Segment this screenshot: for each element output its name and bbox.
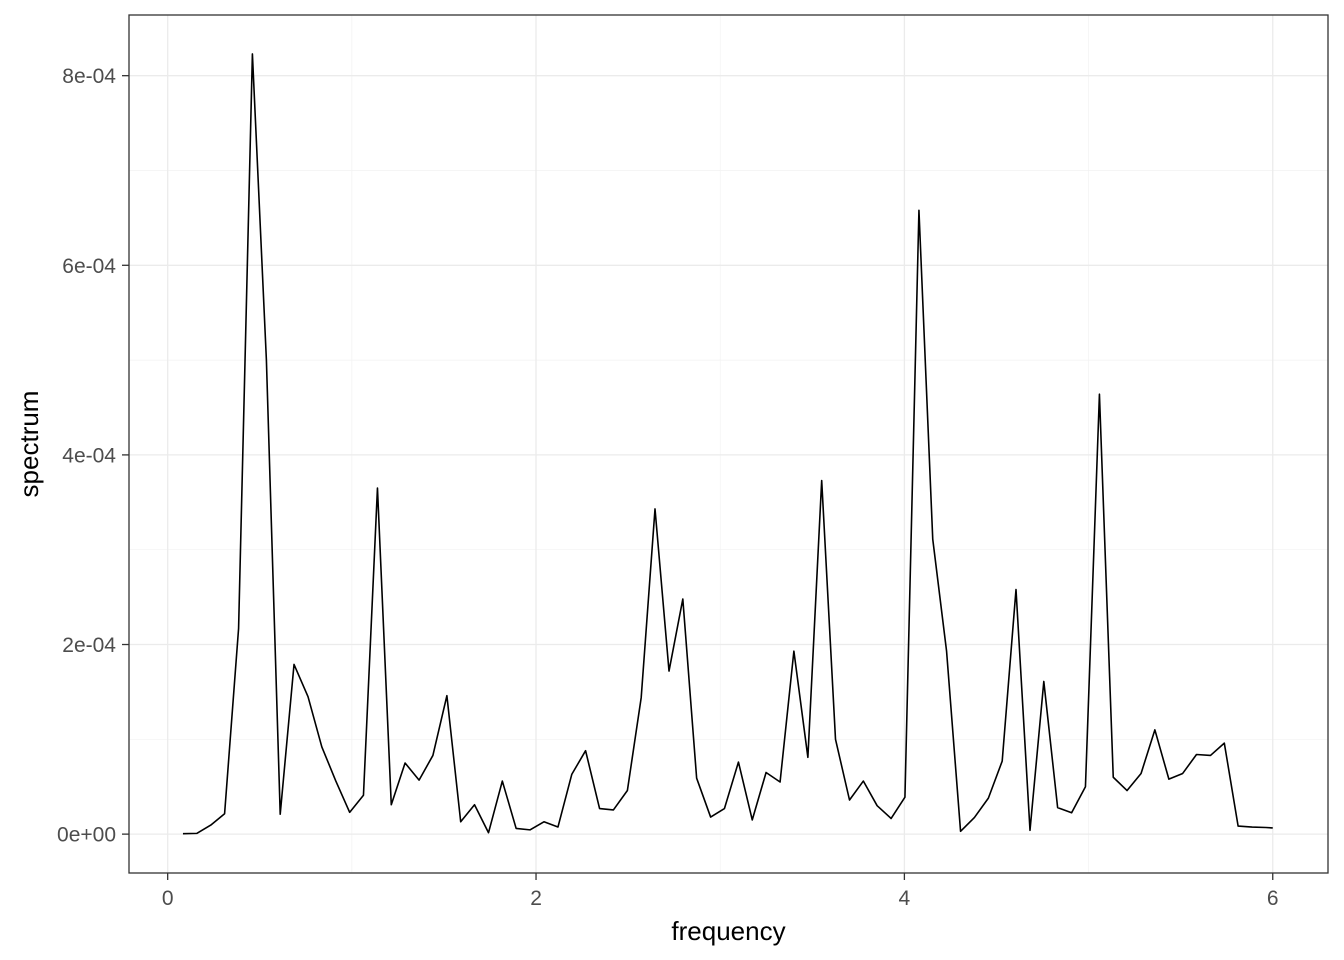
y-axis-title: spectrum (14, 391, 44, 498)
y-tick-label: 4e-04 (62, 444, 116, 467)
x-tick-label: 2 (530, 887, 542, 910)
y-tick-label: 8e-04 (62, 65, 116, 88)
y-tick-label: 6e-04 (62, 255, 116, 278)
x-axis-title: frequency (671, 916, 785, 946)
y-tick-label: 0e+00 (57, 824, 116, 847)
x-tick-label: 4 (899, 887, 911, 910)
x-tick-label: 6 (1267, 887, 1279, 910)
x-tick-label: 0 (162, 887, 174, 910)
y-tick-label: 2e-04 (62, 634, 116, 657)
